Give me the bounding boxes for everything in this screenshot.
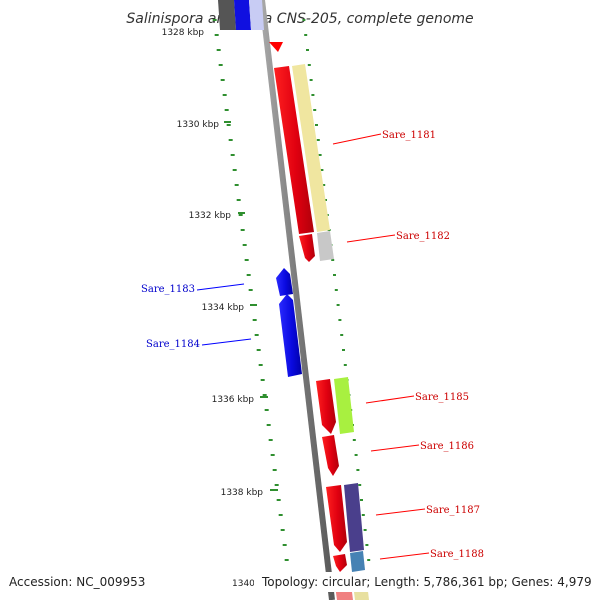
scale-tick-label: 1336 kbp bbox=[212, 395, 255, 405]
gene-sare-1182[interactable] bbox=[299, 231, 334, 262]
gene-label-group: Sare_1181 Sare_1182 Sare_1183 Sare_1184 … bbox=[141, 130, 484, 560]
gene-label-sare-1186[interactable]: Sare_1186 bbox=[420, 441, 474, 452]
leader-line bbox=[332, 133, 382, 145]
gene-label-sare-1187[interactable]: Sare_1187 bbox=[426, 505, 480, 516]
scale-tick-label: 1340 k bbox=[232, 579, 264, 589]
leader-line bbox=[379, 552, 430, 560]
gene-sare-1187[interactable] bbox=[326, 483, 364, 552]
gene-label-sare-1183[interactable]: Sare_1183 bbox=[141, 284, 195, 295]
gene-arrow[interactable] bbox=[322, 435, 339, 476]
gene-arrow[interactable] bbox=[274, 66, 314, 234]
scale-axis: 1328 kbp 1330 kbp 1332 kbp 1334 kbp 1336… bbox=[162, 28, 278, 589]
gene-arrow[interactable] bbox=[299, 234, 315, 262]
map-title: Salinispora arenicola CNS-205, complete … bbox=[126, 11, 473, 27]
cog-annotation-bar bbox=[317, 231, 334, 261]
gene-label-sare-1188[interactable]: Sare_1188 bbox=[430, 549, 484, 560]
gene-arrow[interactable] bbox=[316, 379, 336, 434]
gene-label-sare-1185[interactable]: Sare_1185 bbox=[415, 392, 469, 403]
small-forward-feature bbox=[269, 42, 283, 52]
gene-sare-1181[interactable] bbox=[274, 64, 330, 234]
leader-line bbox=[201, 338, 252, 346]
gene-sare-1183[interactable] bbox=[276, 268, 293, 296]
gene-sare-1188[interactable] bbox=[333, 551, 365, 572]
scale-tick-label: 1328 kbp bbox=[162, 28, 205, 38]
gene-arrow[interactable] bbox=[333, 554, 347, 572]
cog-annotation-bar bbox=[344, 483, 364, 552]
gene-arrow[interactable] bbox=[279, 294, 302, 377]
leader-line bbox=[365, 395, 415, 404]
scale-tick-label: 1332 kbp bbox=[189, 211, 232, 221]
gene-label-sare-1181[interactable]: Sare_1181 bbox=[382, 130, 436, 141]
gene-sare-1185[interactable] bbox=[316, 377, 354, 434]
cog-annotation-bar bbox=[334, 377, 354, 434]
scale-tick-label: 1338 kbp bbox=[221, 488, 264, 498]
genome-summary-text: Topology: circular; Length: 5,786,361 bp… bbox=[261, 575, 592, 589]
gene-label-sare-1184[interactable]: Sare_1184 bbox=[146, 339, 200, 350]
footer-background bbox=[254, 572, 600, 592]
partial-feature-top-blue bbox=[234, 0, 251, 30]
gene-sare-1184[interactable] bbox=[279, 294, 302, 377]
gene-arrow[interactable] bbox=[276, 268, 293, 296]
cog-annotation-bar bbox=[292, 64, 330, 232]
scale-tick-label: 1330 kbp bbox=[177, 120, 220, 130]
leader-line bbox=[370, 444, 420, 452]
leader-line bbox=[375, 508, 426, 516]
accession-text: Accession: NC_009953 bbox=[9, 575, 145, 589]
leader-line bbox=[346, 234, 396, 243]
gene-arrow[interactable] bbox=[326, 485, 347, 552]
cog-annotation-bar bbox=[350, 551, 365, 572]
scale-tick-label: 1334 kbp bbox=[202, 303, 245, 313]
partial-feature-top-grey bbox=[218, 0, 236, 30]
gene-sare-1186[interactable] bbox=[322, 435, 339, 476]
leader-line bbox=[196, 283, 245, 291]
gene-label-sare-1182[interactable]: Sare_1182 bbox=[396, 231, 450, 242]
partial-feature-top-pale bbox=[249, 0, 264, 30]
genome-backbone bbox=[259, 0, 335, 600]
